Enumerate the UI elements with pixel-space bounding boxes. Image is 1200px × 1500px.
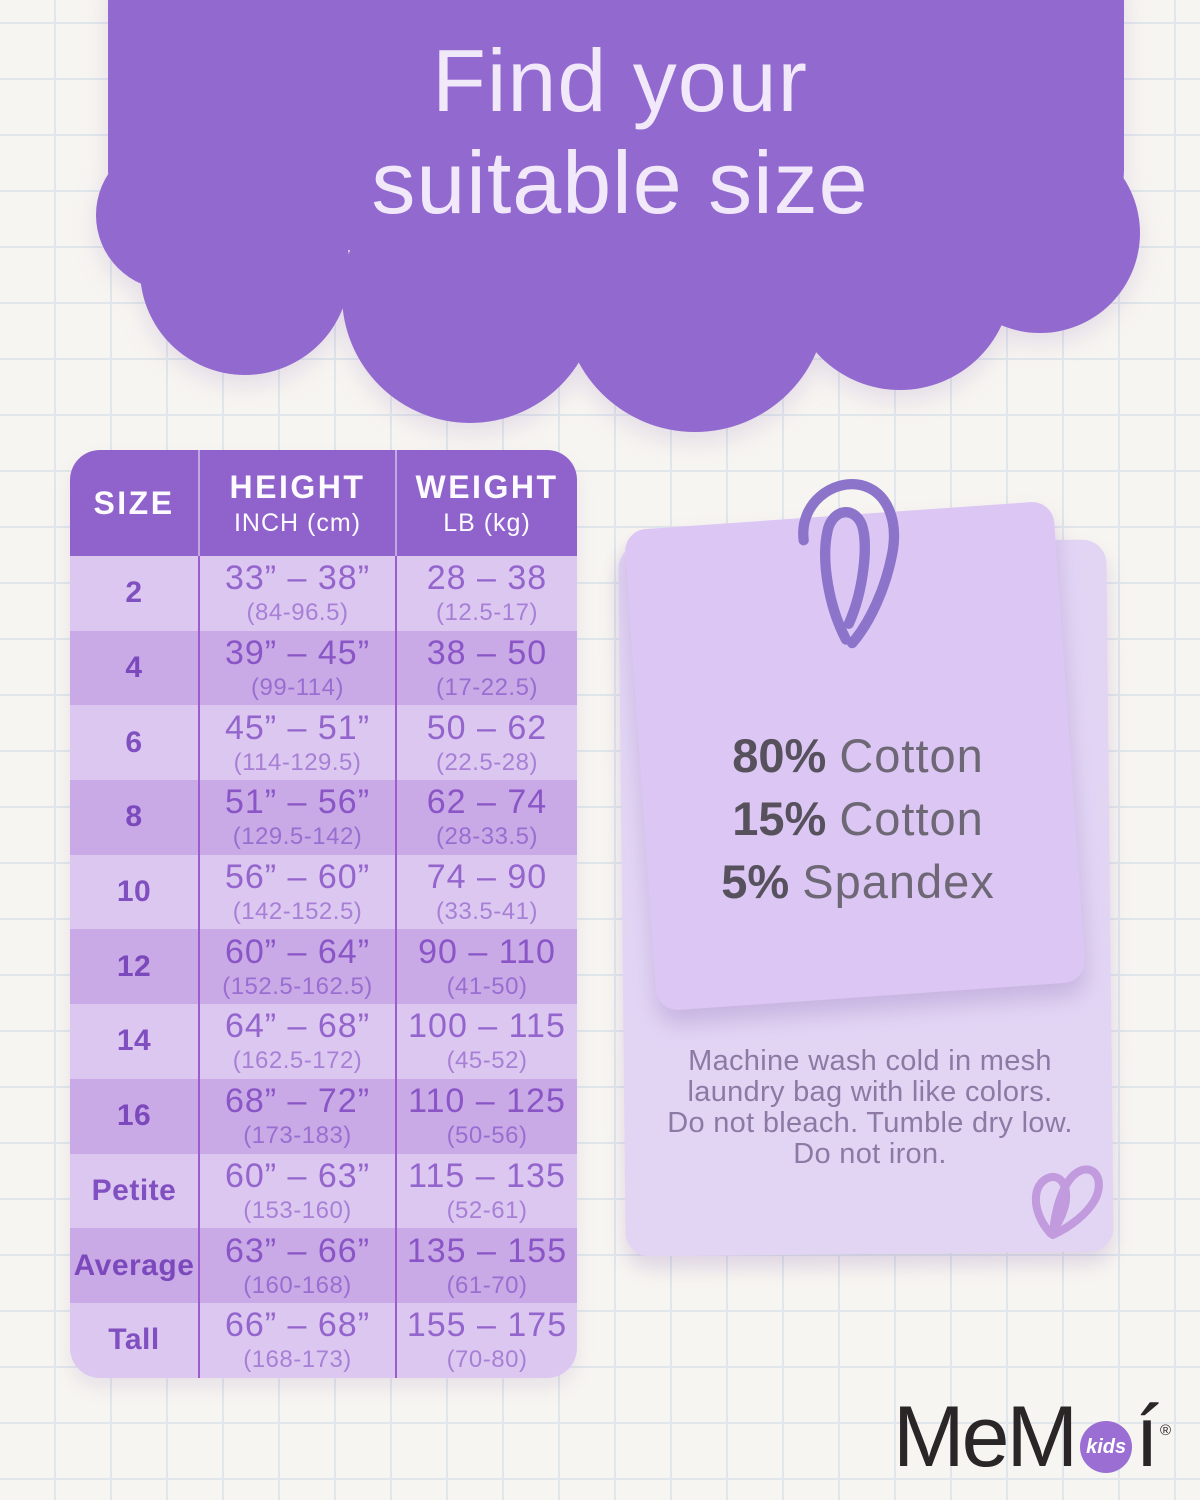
- size-table: SIZE HEIGHT INCH (cm) WEIGHT LB (kg) 2 3…: [70, 450, 577, 1378]
- table-row-size-cell: 16: [70, 1078, 198, 1154]
- table-row-height-cell: 66” – 68” (168-173): [198, 1302, 395, 1378]
- table-row-size-cell: 14: [70, 1004, 198, 1079]
- table-row-weight-cell: 28 – 38 (12.5-17): [395, 556, 577, 631]
- composition-line: 15% Cotton: [732, 792, 984, 845]
- table-row-weight-cell: 38 – 50 (17-22.5): [395, 630, 577, 706]
- table-row-size-cell: 2: [70, 556, 198, 631]
- table-row-height-cell: 45” – 51” (114-129.5): [198, 705, 395, 781]
- table-row-height-cell: 60” – 64” (152.5-162.5): [198, 929, 395, 1005]
- table-row-height-cell: 51” – 56” (129.5-142): [198, 780, 395, 855]
- table-row-weight-cell: 62 – 74 (28-33.5): [395, 780, 577, 855]
- registered-mark: ®: [1160, 1422, 1172, 1439]
- care-instructions: Machine wash cold in mesh laundry bag wi…: [628, 1046, 1112, 1170]
- care-line: Do not iron.: [793, 1138, 947, 1170]
- fabric-composition: 80% Cotton 15% Cotton 5% Spandex: [640, 724, 1076, 913]
- table-row-size-cell: 6: [70, 705, 198, 781]
- table-row-height-cell: 56” – 60” (142-152.5): [198, 854, 395, 930]
- heart-doodle-icon: [1018, 1137, 1124, 1256]
- table-row-size-cell: Tall: [70, 1302, 198, 1378]
- table-row-size-cell: 4: [70, 630, 198, 706]
- table-row-size-cell: 8: [70, 780, 198, 855]
- care-line: laundry bag with like colors.: [687, 1076, 1053, 1108]
- table-row-height-cell: 33” – 38” (84-96.5): [198, 556, 395, 631]
- brand-logo: MeM kids í ®: [893, 1388, 1193, 1480]
- table-row-weight-cell: 50 – 62 (22.5-28): [395, 705, 577, 781]
- table-row-height-cell: 63” – 66” (160-168): [198, 1228, 395, 1303]
- table-row-weight-cell: 155 – 175 (70-80): [395, 1302, 577, 1378]
- kids-badge: kids: [1080, 1421, 1133, 1473]
- table-header-weight: WEIGHT LB (kg): [395, 450, 577, 556]
- logo-text-left: MeM: [893, 1389, 1078, 1485]
- table-row-size-cell: Petite: [70, 1153, 198, 1229]
- page-title-line2: suitable size: [371, 133, 869, 232]
- composition-line: 80% Cotton: [732, 729, 984, 782]
- logo-text-right: í: [1135, 1389, 1159, 1485]
- table-row-weight-cell: 110 – 125 (50-56): [395, 1078, 577, 1154]
- table-row-size-cell: Average: [70, 1228, 198, 1303]
- table-row-size-cell: 12: [70, 929, 198, 1005]
- care-line: Do not bleach. Tumble dry low.: [667, 1107, 1073, 1139]
- table-row-height-cell: 60” – 63” (153-160): [198, 1153, 395, 1229]
- table-row-weight-cell: 115 – 135 (52-61): [395, 1153, 577, 1229]
- table-row-weight-cell: 100 – 115 (45-52): [395, 1004, 577, 1079]
- table-row-height-cell: 68” – 72” (173-183): [198, 1078, 395, 1154]
- table-header-size: SIZE: [70, 450, 198, 556]
- page-title-line1: Find your: [432, 31, 808, 130]
- table-header-height: HEIGHT INCH (cm): [198, 450, 395, 556]
- paperclip-icon: [790, 472, 911, 666]
- table-row-size-cell: 10: [70, 854, 198, 930]
- page-title: Find your suitable size: [120, 30, 1120, 234]
- table-row-weight-cell: 90 – 110 (41-50): [395, 929, 577, 1005]
- table-row-weight-cell: 74 – 90 (33.5-41): [395, 854, 577, 930]
- table-row-height-cell: 64” – 68” (162.5-172): [198, 1004, 395, 1079]
- table-row-height-cell: 39” – 45” (99-114): [198, 630, 395, 706]
- table-row-weight-cell: 135 – 155 (61-70): [395, 1228, 577, 1303]
- composition-line: 5% Spandex: [721, 855, 995, 908]
- care-line: Machine wash cold in mesh: [688, 1045, 1052, 1077]
